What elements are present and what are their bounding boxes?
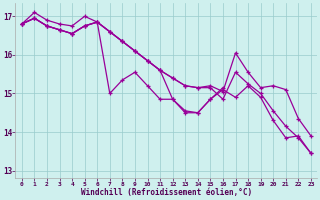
X-axis label: Windchill (Refroidissement éolien,°C): Windchill (Refroidissement éolien,°C) xyxy=(81,188,252,197)
